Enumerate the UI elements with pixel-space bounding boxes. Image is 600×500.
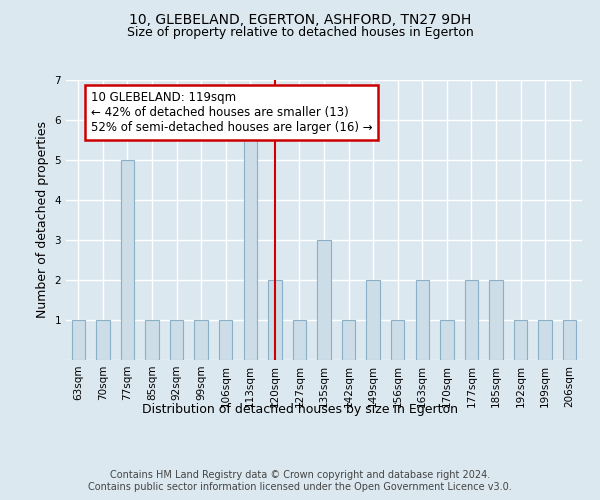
Bar <box>489 280 503 360</box>
Bar <box>514 320 527 360</box>
Bar <box>342 320 355 360</box>
Text: Size of property relative to detached houses in Egerton: Size of property relative to detached ho… <box>127 26 473 39</box>
Bar <box>317 240 331 360</box>
Bar <box>219 320 232 360</box>
Bar <box>464 280 478 360</box>
Bar <box>391 320 404 360</box>
Text: 10, GLEBELAND, EGERTON, ASHFORD, TN27 9DH: 10, GLEBELAND, EGERTON, ASHFORD, TN27 9D… <box>129 12 471 26</box>
Bar <box>367 280 380 360</box>
Y-axis label: Number of detached properties: Number of detached properties <box>36 122 49 318</box>
Text: Contains HM Land Registry data © Crown copyright and database right 2024.
Contai: Contains HM Land Registry data © Crown c… <box>88 470 512 492</box>
Bar <box>71 320 85 360</box>
Bar <box>563 320 577 360</box>
Text: 10 GLEBELAND: 119sqm
← 42% of detached houses are smaller (13)
52% of semi-detac: 10 GLEBELAND: 119sqm ← 42% of detached h… <box>91 91 372 134</box>
Bar <box>416 280 429 360</box>
Bar <box>194 320 208 360</box>
Bar <box>293 320 306 360</box>
Bar <box>538 320 552 360</box>
Bar <box>121 160 134 360</box>
Bar <box>170 320 184 360</box>
Text: Distribution of detached houses by size in Egerton: Distribution of detached houses by size … <box>142 402 458 415</box>
Bar <box>268 280 281 360</box>
Bar <box>96 320 110 360</box>
Bar <box>440 320 454 360</box>
Bar <box>145 320 159 360</box>
Bar <box>244 120 257 360</box>
